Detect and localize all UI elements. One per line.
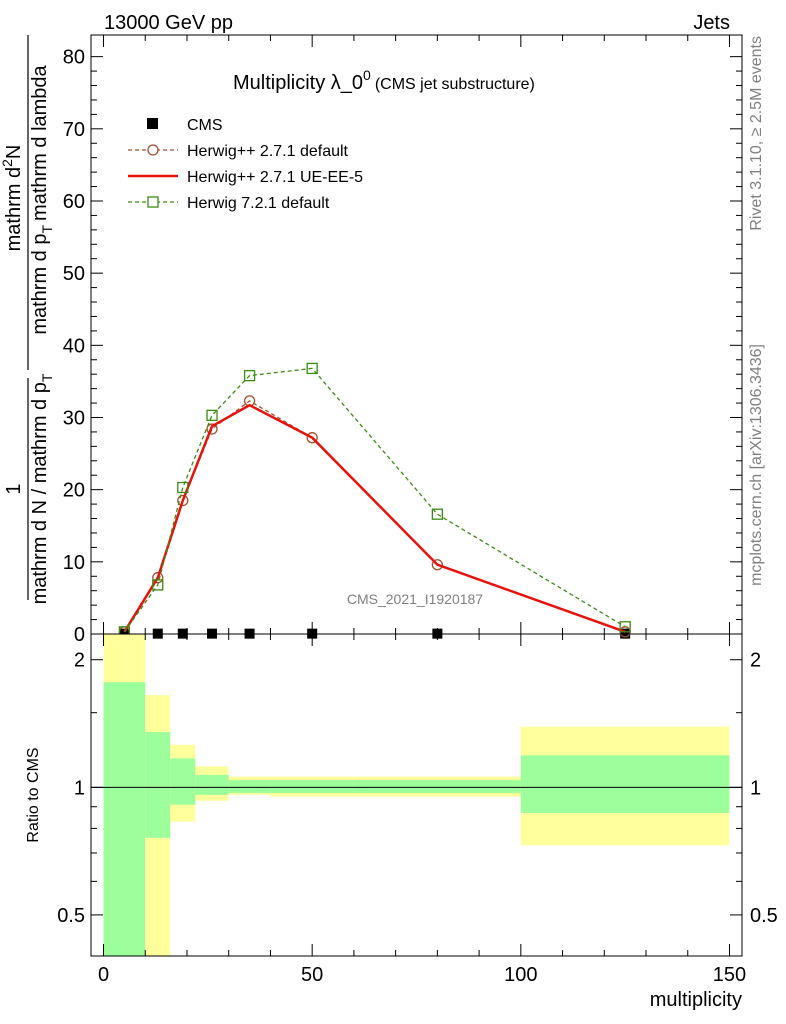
x-tick-label: 50: [301, 964, 323, 986]
legend-marker-herwigpp-default: [147, 144, 159, 156]
ratio-y-tick-label-left: 0.5: [57, 905, 85, 927]
legend: CMS Herwig++ 2.7.1 default Herwig++ 2.7.…: [128, 117, 363, 212]
plot-title: Multiplicity λ_00(CMS jet substructure): [233, 67, 535, 94]
data-point-circle: [206, 423, 218, 435]
plot-title-main: Multiplicity λ_0: [233, 72, 363, 94]
header-right: Jets: [693, 12, 730, 34]
ratio-y-tick-label-right: 2: [750, 650, 761, 672]
data-point-square: [431, 508, 444, 520]
ratio-inner-band: [520, 755, 730, 813]
main-y-axis-label: 1 mathrm d N / mathrm d pT mathrm d2N ma…: [0, 35, 55, 604]
ratio-y-ticks: 0.5 0.5 1 1 2 2: [57, 650, 778, 927]
plot-title-sup: 0: [363, 67, 371, 83]
y-label-numerator-2-rest: N: [3, 145, 25, 159]
data-point-square: [206, 409, 218, 421]
y-tick-label: 30: [63, 407, 85, 429]
x-tick-label: 150: [713, 964, 746, 986]
data-point-circle: [177, 494, 189, 507]
data-point-square: [177, 481, 189, 494]
rivet-label: Rivet 3.1.10, ≥ 2.5M events: [748, 36, 765, 231]
ratio-inner-band: [270, 780, 354, 793]
y-tick-label: 20: [63, 480, 85, 502]
legend-label-cms: CMS: [187, 117, 223, 134]
ratio-bands-group: [103, 634, 730, 956]
y-label-numerator: 1: [3, 483, 25, 494]
y-tick-label: 50: [63, 263, 85, 285]
y-label-denominator: mathrm d N / mathrm d pT: [29, 373, 55, 604]
main-y-ticks: 0 10 20 30 40 50 60 70 80: [63, 47, 742, 646]
y-label-denominator-2: mathrm d pTmathrm d lambda: [29, 64, 55, 334]
legend-marker-herwig7-default: [147, 196, 159, 208]
series-line-3: [123, 367, 626, 633]
ratio-y-tick-label-right: 0.5: [750, 905, 778, 927]
legend-label-herwig7-default: Herwig 7.2.1 default: [187, 195, 330, 212]
y-tick-label: 40: [63, 335, 85, 357]
ratio-inner-band: [353, 780, 521, 793]
x-axis-label: multiplicity: [650, 989, 742, 1011]
data-point-square: [243, 369, 256, 382]
ratio-x-ticks: 0 50 100 150: [98, 634, 746, 986]
legend-label-herwigpp-ueee5: Herwig++ 2.7.1 UE-EE-5: [187, 169, 363, 186]
y-label-denominator-sub: T: [39, 373, 55, 382]
data-point-circle: [306, 432, 318, 444]
y-tick-label: 80: [63, 47, 85, 69]
ratio-inner-band: [170, 758, 196, 805]
x-tick-label: 100: [504, 964, 537, 986]
y-tick-label: 70: [63, 119, 85, 141]
y-tick-label: 60: [63, 191, 85, 213]
x-tick-label: 0: [98, 964, 109, 986]
legend-label-herwigpp-default: Herwig++ 2.7.1 default: [187, 143, 349, 160]
y-label-numerator-2: mathrm d2N: [0, 145, 25, 252]
y-label-denominator-2-rest: mathrm d lambda: [29, 64, 51, 220]
y-label-denominator-2-main: mathrm d p: [29, 234, 51, 335]
ratio-y-axis-label: Ratio to CMS: [25, 747, 42, 842]
ratio-y-tick-label-left: 2: [74, 650, 85, 672]
plot-title-sub: (CMS jet substructure): [375, 76, 535, 93]
analysis-tag: CMS_2021_I1920187: [347, 591, 483, 607]
y-tick-label: 10: [63, 552, 85, 574]
ratio-inner-band: [228, 780, 271, 793]
mcplots-label: mcplots.cern.ch [arXiv:1306.3436]: [748, 344, 765, 586]
ratio-plot-frame: [90, 633, 743, 957]
legend-marker-cms: [147, 118, 158, 129]
y-label-denominator-main: mathrm d N / mathrm d p: [29, 382, 51, 604]
ratio-y-tick-label-left: 1: [74, 777, 85, 799]
data-point-square: [306, 362, 318, 375]
y-label-denominator-2-sub: T: [39, 225, 55, 234]
ratio-y-tick-label-right: 1: [750, 777, 761, 799]
data-point-square: [152, 579, 164, 591]
y-label-numerator-2-sup: 2: [0, 159, 15, 167]
data-point-square: [619, 621, 631, 633]
header-left: 13000 GeV pp: [104, 12, 233, 34]
main-x-ticks: [103, 35, 730, 634]
data-point-circle: [431, 559, 444, 571]
y-label-numerator-2-main: mathrm d: [3, 167, 25, 251]
ratio-inner-band: [195, 774, 229, 795]
ratio-inner-band: [145, 732, 171, 838]
series-line-2: [123, 403, 626, 633]
ratio-plot: 0.5 0.5 1 1 2 2 0 50 100 150 Ratio to CMS multip…: [25, 633, 778, 1011]
ratio-inner-band: [103, 682, 146, 956]
y-tick-label: 0: [74, 624, 85, 646]
